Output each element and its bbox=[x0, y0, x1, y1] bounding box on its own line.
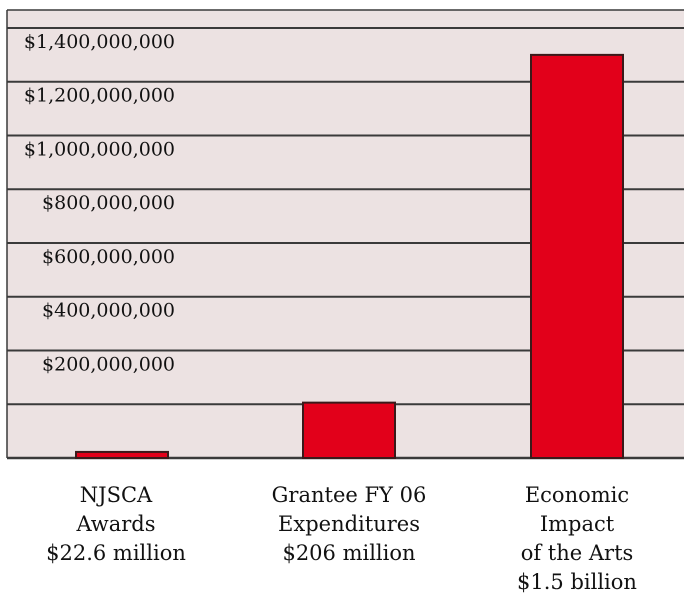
y-tick-label: $200,000,000 bbox=[42, 353, 175, 375]
category-label: $206 million bbox=[282, 541, 415, 565]
category-label: Impact bbox=[540, 512, 615, 536]
category-label: $1.5 billion bbox=[517, 570, 637, 594]
category-label: Expenditures bbox=[278, 512, 420, 536]
category-label: $22.6 million bbox=[46, 541, 186, 565]
y-tick-label: $400,000,000 bbox=[42, 300, 175, 322]
y-tick-label: $1,000,000,000 bbox=[24, 138, 175, 160]
category-label: Economic bbox=[525, 483, 629, 507]
bar bbox=[530, 53, 624, 459]
category-label: Grantee FY 06 bbox=[272, 483, 427, 507]
y-tick-label: $600,000,000 bbox=[42, 246, 175, 268]
y-tick-label: $800,000,000 bbox=[42, 192, 175, 214]
bar bbox=[75, 450, 169, 459]
y-tick-label: $1,400,000,000 bbox=[24, 31, 175, 53]
y-tick-label: $1,200,000,000 bbox=[24, 85, 175, 107]
category-label: Awards bbox=[76, 512, 156, 536]
bar bbox=[302, 401, 396, 460]
category-label: NJSCA bbox=[80, 483, 153, 507]
category-label: of the Arts bbox=[521, 541, 634, 565]
